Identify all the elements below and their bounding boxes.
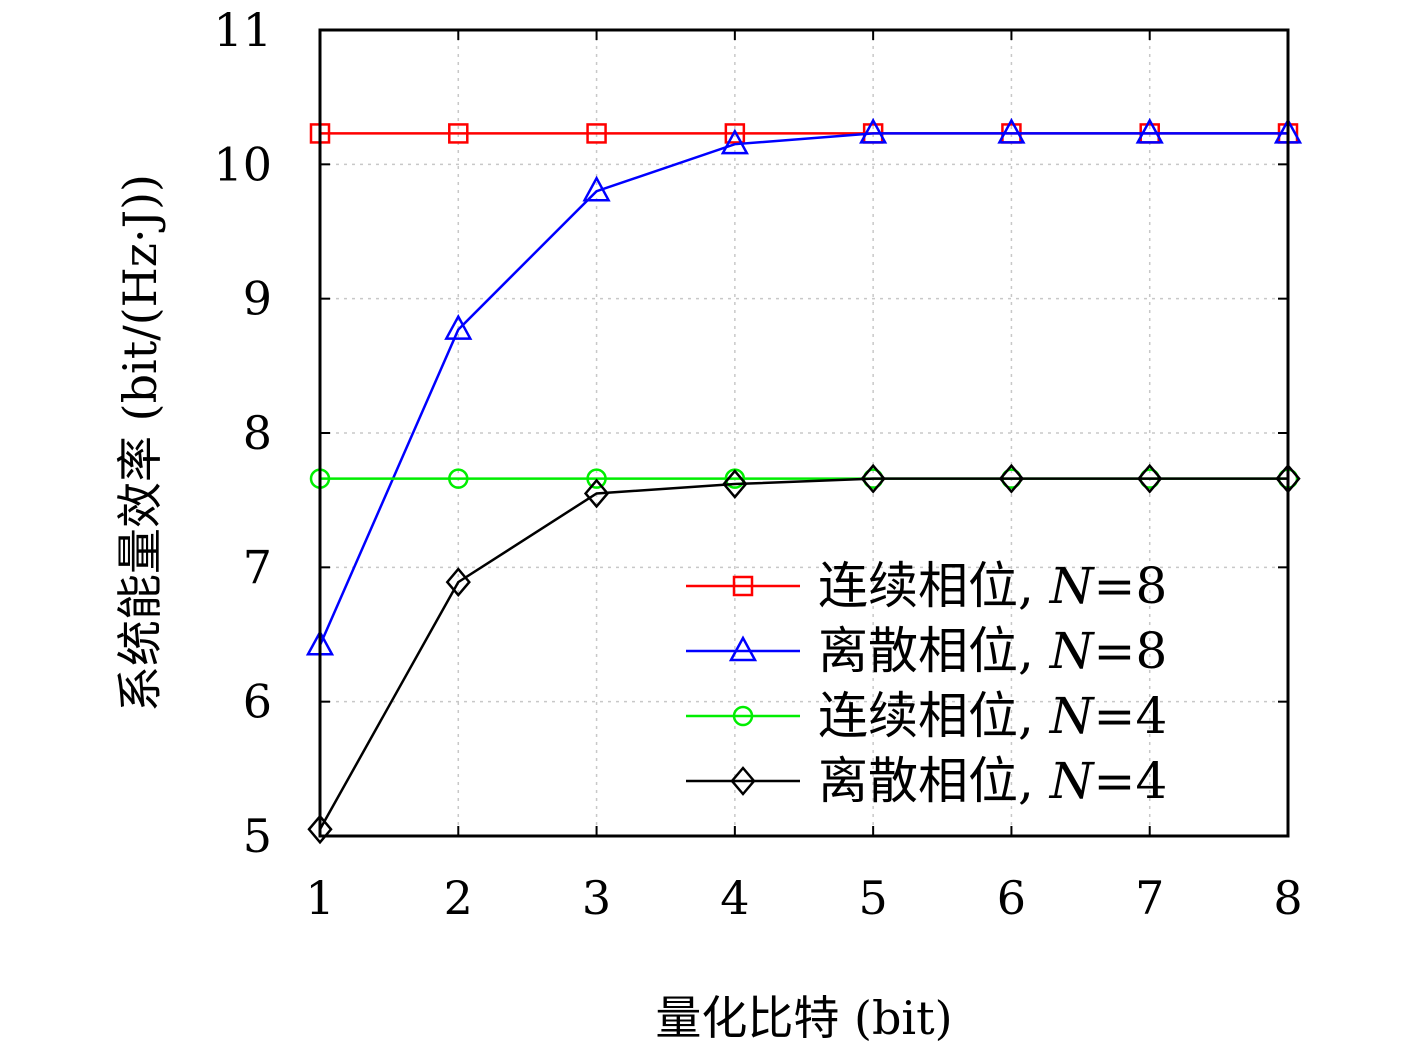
y-tick-label: 11 xyxy=(213,3,272,57)
legend-label-prefix: 连续相位, xyxy=(818,557,1050,615)
series-marker-triangle xyxy=(1135,117,1164,144)
series-marker-circle xyxy=(732,705,754,727)
y-tick-label: 6 xyxy=(243,675,272,729)
series-marker-triangle xyxy=(728,635,758,662)
legend-label: 离散相位, N=8 xyxy=(818,622,1167,680)
series-marker-diamond xyxy=(307,814,333,845)
axis-ticks: 1 2 3 4 5 6 7 8 5 6 7 8 9 10 11 xyxy=(213,3,1302,925)
legend-entry: 离散相位, N=8 xyxy=(686,622,1167,680)
legend-entry: 连续相位, N=4 xyxy=(686,687,1167,745)
series-marker-triangle xyxy=(997,117,1026,144)
series-line xyxy=(318,132,1288,646)
x-tick-label: 2 xyxy=(444,871,473,925)
legend-label-suffix: =8 xyxy=(1094,622,1168,680)
series-marker-diamond xyxy=(722,469,748,499)
series-marker-diamond xyxy=(1137,463,1163,494)
series-marker-triangle xyxy=(859,117,888,144)
series-marker-square xyxy=(586,123,607,144)
legend-label-var: N xyxy=(1049,752,1096,810)
legend-label-prefix: 连续相位, xyxy=(818,687,1050,745)
y-tick-label: 10 xyxy=(213,137,272,191)
legend-label-var: N xyxy=(1049,622,1096,680)
series-marker-diamond xyxy=(730,766,756,796)
y-tick-label: 5 xyxy=(243,809,272,863)
x-tick-label: 3 xyxy=(582,871,611,925)
y-axis-label: 系统能量效率 (bit/(Hz·J)) xyxy=(113,174,167,712)
legend-entry: 离散相位, N=4 xyxy=(686,752,1167,810)
legend-label: 连续相位, N=4 xyxy=(818,687,1167,745)
x-tick-label: 4 xyxy=(720,871,749,925)
series-layer xyxy=(305,117,1303,845)
y-tick-label: 9 xyxy=(243,272,272,326)
series-marker-square xyxy=(724,123,746,144)
series-marker-diamond xyxy=(998,463,1025,494)
series-marker-triangle xyxy=(444,313,473,340)
x-axis-label: 量化比特 (bit) xyxy=(655,991,952,1045)
y-tick-label: 8 xyxy=(243,406,272,460)
legend-label-suffix: =4 xyxy=(1094,752,1168,810)
legend-label: 离散相位, N=4 xyxy=(818,752,1167,810)
series-marker-square xyxy=(448,123,469,144)
legend-label: 连续相位, N=8 xyxy=(818,557,1167,615)
series-marker-diamond xyxy=(860,463,886,494)
legend-label-suffix: =8 xyxy=(1094,557,1168,615)
legend-label-prefix: 离散相位, xyxy=(818,622,1050,680)
x-tick-label: 8 xyxy=(1273,871,1302,925)
legend-entry: 连续相位, N=8 xyxy=(686,557,1167,615)
x-tick-label: 1 xyxy=(305,871,334,925)
series-marker-diamond xyxy=(583,478,610,509)
series-marker-square xyxy=(732,575,754,597)
series-marker-diamond xyxy=(445,567,471,598)
series-marker-circle xyxy=(586,468,607,489)
x-tick-label: 6 xyxy=(997,871,1026,925)
series-1 xyxy=(305,117,1303,656)
series-line xyxy=(318,477,1288,830)
y-tick-label: 7 xyxy=(243,540,272,594)
series-3 xyxy=(307,463,1301,845)
x-tick-label: 7 xyxy=(1135,871,1164,925)
legend-label-prefix: 离散相位, xyxy=(818,752,1050,810)
legend-label-var: N xyxy=(1049,687,1096,745)
series-marker-circle xyxy=(448,468,469,489)
legend-label-var: N xyxy=(1049,557,1096,615)
x-tick-label: 5 xyxy=(859,871,888,925)
series-marker-triangle xyxy=(720,128,749,155)
legend-label-suffix: =4 xyxy=(1094,687,1168,745)
series-marker-triangle xyxy=(582,175,611,202)
